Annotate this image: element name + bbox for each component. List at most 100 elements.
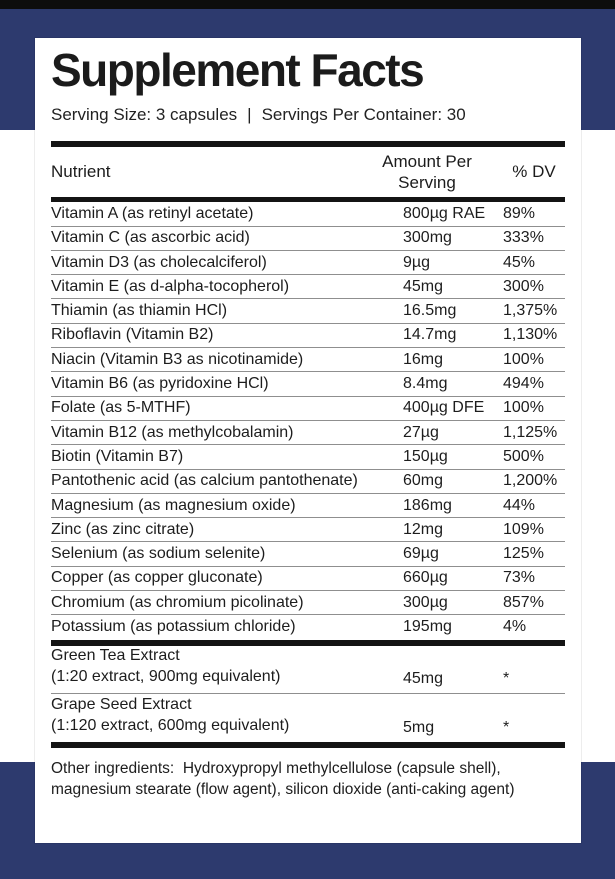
other-ingredients: Other ingredients: Hydroxypropyl methylc… — [51, 759, 515, 799]
nutrient-dv: 1,125% — [503, 423, 558, 441]
nutrient-row: Chromium (as chromium picolinate) 300µg … — [51, 591, 565, 616]
nutrient-dv: 500% — [503, 447, 544, 465]
section-rule-bottom — [51, 741, 565, 748]
nutrient-row: Vitamin A (as retinyl acetate) 800µg RAE… — [51, 202, 565, 227]
nutrient-name: Chromium (as chromium picolinate) — [51, 593, 304, 611]
header-rule — [51, 197, 565, 203]
extract-name: Grape Seed Extract — [51, 696, 192, 714]
nutrient-name: Folate (as 5-MTHF) — [51, 399, 191, 417]
nutrient-row: Selenium (as sodium selenite) 69µg 125% — [51, 542, 565, 567]
nutrient-amount: 12mg — [403, 520, 444, 538]
nutrient-dv: 125% — [503, 545, 544, 563]
serving-info: Serving Size: 3 capsules | Servings Per Co… — [51, 105, 565, 125]
nutrient-row: Niacin (Vitamin B3 as nicotinamide) 16mg… — [51, 348, 565, 373]
nutrient-dv: 333% — [503, 229, 544, 247]
nutrient-dv: 45% — [503, 253, 536, 271]
extract-name: Green Tea Extract — [51, 647, 180, 665]
nutrient-amount: 45mg — [403, 277, 444, 295]
table-header-row: Nutrient Amount Per Serving % DV — [51, 147, 565, 197]
extract-row: Green Tea Extract (1:20 extract, 900mg e… — [51, 646, 565, 694]
extract-amount: 45mg — [403, 669, 444, 687]
extract-amount: 5mg — [403, 718, 435, 736]
nutrient-name: Vitamin B6 (as pyridoxine HCl) — [51, 375, 269, 393]
nutrient-row: Vitamin B12 (as methylcobalamin) 27µg 1,… — [51, 421, 565, 446]
extracts-table-body: Green Tea Extract (1:20 extract, 900mg e… — [51, 646, 565, 742]
nutrient-name: Biotin (Vitamin B7) — [51, 447, 184, 465]
header-nutrient: Nutrient — [51, 162, 111, 182]
supplement-facts-panel: Supplement Facts Serving Size: 3 capsule… — [35, 38, 581, 843]
nutrient-name: Vitamin E (as d-alpha-tocopherol) — [51, 277, 290, 295]
nutrient-amount: 69µg — [403, 545, 439, 563]
nutrient-name: Vitamin D3 (as cholecalciferol) — [51, 253, 267, 271]
nutrient-row: Vitamin C (as ascorbic acid) 300mg 333% — [51, 227, 565, 251]
nutrient-name: Thiamin (as thiamin HCl) — [51, 302, 228, 320]
nutrient-dv: 300% — [503, 277, 544, 295]
nutrient-dv: 100% — [503, 350, 544, 368]
nutrient-row: Zinc (as zinc citrate) 12mg 109% — [51, 518, 565, 543]
nutrient-name: Riboflavin (Vitamin B2) — [51, 326, 214, 344]
panel-title: Supplement Facts — [51, 44, 425, 96]
nutrient-row: Magnesium (as magnesium oxide) 186mg 44% — [51, 494, 565, 519]
nutrient-amount: 300mg — [403, 229, 452, 247]
nutrient-row: Vitamin E (as d-alpha-tocopherol) 45mg 3… — [51, 275, 565, 300]
nutrient-amount: 8.4mg — [403, 375, 448, 393]
nutrient-row: Vitamin B6 (as pyridoxine HCl) 8.4mg 494… — [51, 372, 565, 397]
nutrient-dv: 89% — [503, 204, 536, 222]
nutrient-dv: 1,375% — [503, 302, 558, 320]
serving-info-divider: | — [247, 105, 252, 125]
nutrient-table-body: Vitamin A (as retinyl acetate) 800µg RAE… — [51, 202, 565, 639]
nutrient-name: Selenium (as sodium selenite) — [51, 545, 266, 563]
nutrient-dv: 44% — [503, 496, 536, 514]
nutrient-amount: 660µg — [403, 569, 448, 587]
extract-row: Grape Seed Extract (1:120 extract, 600mg… — [51, 694, 565, 742]
nutrient-row: Copper (as copper gluconate) 660µg 73% — [51, 567, 565, 592]
extract-detail: (1:20 extract, 900mg equivalent) — [51, 667, 281, 685]
nutrient-dv: 4% — [503, 618, 527, 636]
section-rule-top — [51, 141, 565, 148]
nutrient-row: Riboflavin (Vitamin B2) 14.7mg 1,130% — [51, 324, 565, 349]
nutrient-name: Pantothenic acid (as calcium pantothenat… — [51, 472, 358, 490]
nutrient-amount: 16mg — [403, 350, 444, 368]
nutrient-dv: 73% — [503, 569, 536, 587]
header-percent-dv: % DV — [512, 162, 556, 182]
nutrient-dv: 100% — [503, 399, 544, 417]
nutrient-amount: 16.5mg — [403, 302, 457, 320]
nutrient-amount: 400µg DFE — [403, 399, 485, 417]
nutrient-row: Potassium (as potassium chloride) 195mg … — [51, 615, 565, 639]
servings-per-container: Servings Per Container: 30 — [261, 105, 466, 125]
nutrient-name: Vitamin B12 (as methylcobalamin) — [51, 423, 294, 441]
serving-size: Serving Size: 3 capsules — [51, 105, 238, 125]
nutrient-row: Vitamin D3 (as cholecalciferol) 9µg 45% — [51, 251, 565, 276]
nutrient-amount: 300µg — [403, 593, 448, 611]
nutrient-name: Niacin (Vitamin B3 as nicotinamide) — [51, 350, 304, 368]
section-rule-extracts — [51, 639, 565, 646]
nutrient-name: Zinc (as zinc citrate) — [51, 520, 195, 538]
nutrient-amount: 186mg — [403, 496, 452, 514]
nutrient-name: Vitamin C (as ascorbic acid) — [51, 229, 250, 247]
nutrient-amount: 60mg — [403, 472, 444, 490]
nutrient-name: Copper (as copper gluconate) — [51, 569, 263, 587]
extract-detail: (1:120 extract, 600mg equivalent) — [51, 716, 290, 734]
nutrient-amount: 14.7mg — [403, 326, 457, 344]
nutrient-name: Vitamin A (as retinyl acetate) — [51, 204, 254, 222]
nutrient-row: Biotin (Vitamin B7) 150µg 500% — [51, 445, 565, 470]
nutrient-dv: 1,200% — [503, 472, 558, 490]
nutrient-dv: 109% — [503, 520, 544, 538]
top-border-strip — [0, 0, 615, 9]
nutrient-amount: 27µg — [403, 423, 439, 441]
nutrient-row: Folate (as 5-MTHF) 400µg DFE 100% — [51, 397, 565, 421]
extract-name-block: Grape Seed Extract (1:120 extract, 600mg… — [51, 695, 403, 737]
nutrient-dv: 494% — [503, 375, 544, 393]
nutrient-amount: 195mg — [403, 618, 452, 636]
nutrient-row: Thiamin (as thiamin HCl) 16.5mg 1,375% — [51, 299, 565, 324]
header-amount-per-serving: Amount Per Serving — [382, 152, 472, 193]
nutrient-name: Magnesium (as magnesium oxide) — [51, 496, 296, 514]
extract-name-block: Green Tea Extract (1:20 extract, 900mg e… — [51, 646, 403, 688]
nutrient-dv: 857% — [503, 593, 544, 611]
nutrient-dv: 1,130% — [503, 326, 558, 344]
nutrient-name: Potassium (as potassium chloride) — [51, 618, 296, 636]
nutrient-row: Pantothenic acid (as calcium pantothenat… — [51, 470, 565, 494]
nutrient-amount: 150µg — [403, 447, 448, 465]
nutrient-amount: 800µg RAE — [403, 204, 486, 222]
extract-dv: * — [503, 669, 510, 687]
